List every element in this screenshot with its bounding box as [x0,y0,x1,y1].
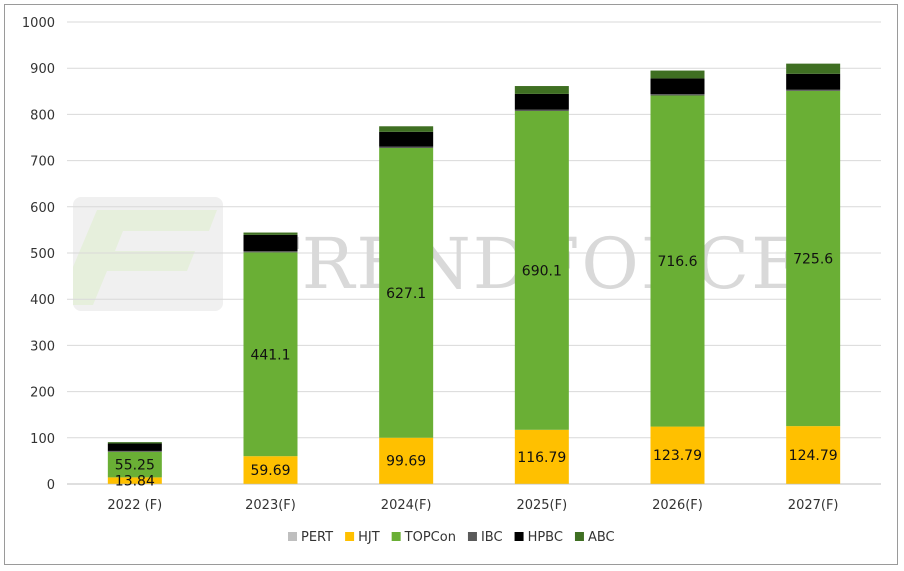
legend: PERT HJT TOPCon IBC HPBC ABC [288,530,615,545]
bar-segment-abc-0 [107,442,162,444]
data-label-hjt-1: 59.69 [250,463,290,479]
x-tick-label: 2022 (F) [107,498,162,513]
x-tick-label: 2025(F) [516,498,567,513]
bar-segment-hjt-4 [650,426,705,484]
y-tick-label: 1000 [22,16,55,31]
bar-segment-hpbc-4 [650,78,705,95]
data-label-topcon-2: 627.1 [386,286,426,302]
bar-segment-abc-4 [650,70,705,79]
data-label-topcon-3: 690.1 [522,263,562,279]
legend-swatch-topcon [391,532,401,541]
data-label-topcon-0: 55.25 [115,458,155,474]
bar-segment-hpbc-3 [514,93,569,110]
y-tick-label: 200 [30,386,55,401]
bar-segment-ibc-4 [650,94,705,96]
bar-segment-hpbc-1 [243,234,298,252]
x-tick-label: 2023(F) [245,498,296,513]
y-tick-label: 300 [30,339,55,354]
bar-segment-abc-3 [514,86,569,94]
legend-label-hpbc: HPBC [528,530,563,545]
bar-segment-topcon-2 [379,147,434,438]
bars [107,63,841,484]
legend-swatch-pert [288,532,297,541]
bar-segment-topcon-5 [786,90,841,427]
y-tick-label: 0 [47,478,55,493]
chart-frame: TRENDFORCE 01002003004005006007008009001… [4,4,898,565]
legend-label-topcon: TOPCon [404,530,456,545]
y-tick-label: 900 [30,62,55,77]
bar-segment-ibc-0 [107,450,162,452]
legend-swatch-hjt [345,532,355,541]
data-label-hjt-3: 116.79 [517,450,566,466]
bar-segment-hjt-0 [107,477,162,484]
y-tick-label: 600 [30,201,55,216]
gridlines [67,21,881,485]
bar-segment-topcon-3 [514,110,569,430]
bar-segment-ibc-2 [379,146,434,148]
bar-segment-hpbc-0 [107,443,162,451]
data-label-topcon-4: 716.6 [657,254,697,270]
bar-segment-ibc-3 [514,109,569,111]
stacked-bar-chart: TRENDFORCE 01002003004005006007008009001… [22,16,881,545]
bar-segment-hjt-5 [786,426,841,484]
bar-segment-abc-1 [243,232,298,235]
data-label-hjt-5: 124.79 [789,448,838,464]
legend-label-pert: PERT [301,530,333,545]
y-tick-label: 100 [30,432,55,447]
bar-segment-abc-5 [786,63,841,74]
bar-segment-ibc-1 [243,251,298,253]
bar-segment-hpbc-5 [786,73,841,90]
legend-swatch-abc [574,532,584,541]
y-tick-label: 400 [30,293,55,308]
x-tick-label: 2024(F) [381,498,432,513]
data-label-hjt-4: 123.79 [653,448,702,464]
x-tick-label: 2027(F) [788,498,839,513]
y-tick-label: 500 [30,247,55,262]
bar-segment-abc-2 [379,126,434,132]
legend-swatch-hpbc [514,532,524,541]
y-tick-label: 700 [30,155,55,170]
y-tick-label: 800 [30,108,55,123]
bar-segment-hjt-1 [243,456,298,484]
x-axis-ticks: 2022 (F) 2023(F) 2024(F) 2025(F) 2026(F) 2027… [107,498,838,513]
watermark-logo-mark [73,210,217,305]
y-axis-ticks: 0 100 200 300 400 500 600 700 800 900 1000 [22,16,55,493]
data-label-hjt-0: 13.84 [115,474,155,490]
data-label-hjt-2: 99.69 [386,454,426,470]
legend-swatch-ibc [467,532,477,541]
data-label-topcon-1: 441.1 [250,347,290,363]
legend-label-abc: ABC [588,530,615,545]
bar-segment-ibc-5 [786,89,841,91]
legend-label-ibc: IBC [481,530,503,545]
bar-segment-hjt-2 [379,437,434,484]
data-label-topcon-5: 725.6 [793,252,833,268]
bar-segment-hjt-3 [514,429,569,484]
legend-label-hjt: HJT [358,530,380,545]
bar-segment-topcon-4 [650,95,705,427]
x-tick-label: 2026(F) [652,498,703,513]
bar-segment-topcon-1 [243,252,298,457]
bar-segment-hpbc-2 [379,131,434,147]
bar-segment-topcon-0 [107,451,162,478]
